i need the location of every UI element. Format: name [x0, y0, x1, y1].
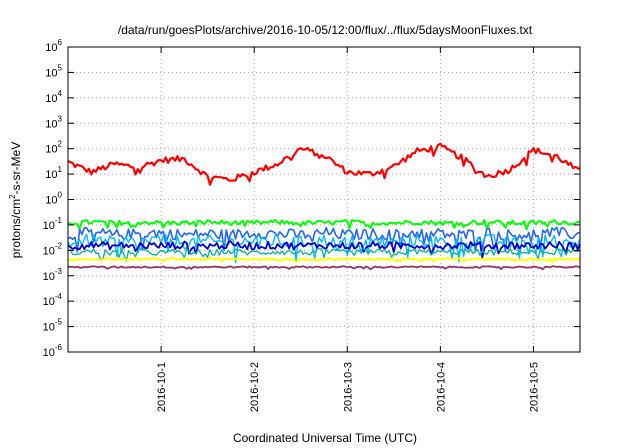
y-tick-label-exponent: -1: [55, 216, 63, 225]
chart-title: /data/run/goesPlots/archive/2016-10-05/1…: [118, 23, 533, 37]
y-tick-label: 104: [45, 89, 62, 105]
x-tick-label: 2016-10-4: [435, 362, 447, 412]
y-tick-label-exponent: -3: [55, 267, 63, 276]
series-line-6: [67, 257, 581, 264]
y-tick-label-base: 10: [43, 322, 55, 334]
y-tick-label-base: 10: [45, 169, 57, 181]
y-axis-label-base: protons/cm: [9, 199, 23, 258]
y-axis-label-rest: -s-sr-MeV: [9, 142, 23, 195]
y-tick-label-exponent: 0: [58, 191, 63, 200]
y-tick-label-base: 10: [45, 67, 57, 79]
y-tick-label-exponent: 1: [58, 165, 63, 174]
series-line-1: [67, 218, 581, 231]
series-line-4: [67, 240, 581, 259]
x-tick-label: 2016-10-3: [342, 362, 354, 412]
y-tick-label-exponent: -5: [55, 318, 63, 327]
series-line-7: [67, 265, 581, 271]
y-tick-label-base: 10: [43, 296, 55, 308]
y-tick-label: 10-4: [43, 292, 63, 308]
y-tick-label-base: 10: [43, 220, 55, 232]
y-tick-label-exponent: -2: [55, 241, 63, 250]
y-tick-label-exponent: -6: [55, 343, 63, 352]
y-tick-label: 10-3: [43, 267, 63, 283]
y-tick-label-base: 10: [45, 42, 57, 54]
y-axis-label-sup: 2: [8, 194, 17, 199]
y-tick-label-base: 10: [45, 144, 57, 156]
y-axis-label: protons/cm2-s-sr-MeV: [8, 142, 23, 258]
y-tick-label-exponent: -4: [55, 292, 63, 301]
y-tick-label-exponent: 4: [58, 89, 63, 98]
y-tick-label: 10-1: [43, 216, 63, 232]
series-line-3: [67, 233, 581, 264]
y-tick-label: 10-5: [43, 318, 63, 334]
y-axis-ticks: 10-610-510-410-310-210-11001011021031041…: [43, 38, 580, 359]
y-tick-label-base: 10: [43, 245, 55, 257]
y-tick-label: 10-2: [43, 241, 63, 257]
y-tick-label-base: 10: [45, 93, 57, 105]
series-lines: [67, 142, 581, 271]
y-tick-label: 102: [45, 140, 62, 156]
y-tick-label: 105: [45, 63, 62, 79]
y-tick-label: 106: [45, 38, 62, 54]
x-tick-label: 2016-10-1: [156, 362, 168, 412]
y-tick-label-base: 10: [43, 271, 55, 283]
series-line-0: [67, 142, 581, 186]
y-tick-label: 101: [45, 165, 62, 181]
x-axis-label: Coordinated Universal Time (UTC): [233, 431, 417, 445]
x-tick-label: 2016-10-5: [528, 362, 540, 412]
y-tick-label-base: 10: [45, 195, 57, 207]
y-tick-label-base: 10: [45, 118, 57, 130]
y-tick-label: 103: [45, 114, 62, 130]
y-tick-label-exponent: 2: [58, 140, 63, 149]
y-tick-label-base: 10: [43, 347, 55, 359]
grid-lines: [68, 47, 580, 352]
y-tick-label: 100: [45, 191, 62, 207]
y-tick-label-exponent: 5: [58, 63, 63, 72]
y-tick-label-exponent: 3: [58, 114, 63, 123]
series-line-5: [67, 248, 581, 263]
x-axis-ticks: 2016-10-1 2016-10-2 2016-10-3 2016-10-4 2016…: [156, 47, 540, 412]
y-tick-label: 10-6: [43, 343, 63, 359]
x-tick-label: 2016-10-2: [249, 362, 261, 412]
y-tick-label-exponent: 6: [58, 38, 63, 47]
